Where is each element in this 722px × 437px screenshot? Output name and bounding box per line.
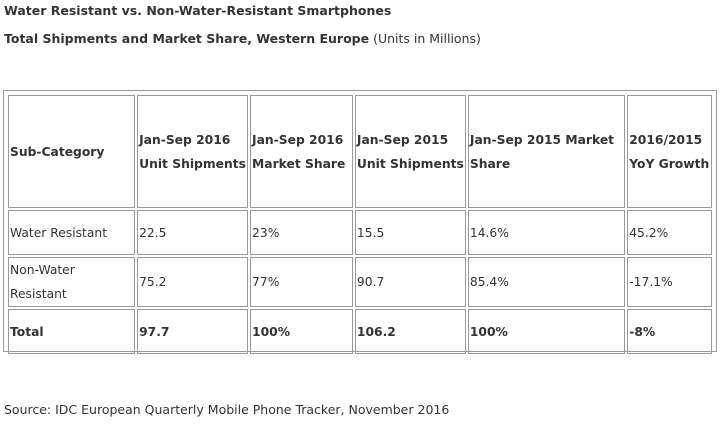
header-cell: Jan-Sep 2016 Unit Shipments: [137, 95, 249, 208]
table-row: Non-Water Resistant 75.2 77% 90.7 85.4% …: [8, 257, 712, 307]
header-cell: Sub-Category: [8, 95, 136, 208]
header-cell: 2016/2015 YoY Growth: [627, 95, 712, 208]
total-cell: 100%: [467, 309, 626, 354]
table-row: Water Resistant 22.5 23% 15.5 14.6% 45.2…: [8, 210, 712, 255]
shipments-table-frame: Sub-Category Jan-Sep 2016 Unit Shipments…: [3, 90, 717, 354]
table-cell: 45.2%: [627, 210, 712, 255]
header-cell: Jan-Sep 2016 Market Share: [250, 95, 353, 208]
total-cell: 100%: [250, 309, 353, 354]
table-cell: 77%: [250, 257, 353, 307]
subtitle: Total Shipments and Market Share, Wester…: [4, 31, 481, 46]
table-cell: 75.2: [137, 257, 249, 307]
total-cell: 97.7: [137, 309, 249, 354]
total-cell: 106.2: [354, 309, 466, 354]
table-cell: 14.6%: [467, 210, 626, 255]
table-cell: -17.1%: [627, 257, 712, 307]
header-cell: Jan-Sep 2015 Unit Shipments: [354, 95, 466, 208]
table-cell: 90.7: [354, 257, 466, 307]
total-cell: Total: [8, 309, 136, 354]
page-title: Water Resistant vs. Non-Water-Resistant …: [4, 3, 392, 18]
table-header-row: Sub-Category Jan-Sep 2016 Unit Shipments…: [8, 95, 712, 208]
table-cell: Water Resistant: [8, 210, 136, 255]
table-total-row: Total 97.7 100% 106.2 100% -8%: [8, 309, 712, 354]
subtitle-units: (Units in Millions): [369, 31, 481, 46]
table-cell: 15.5: [354, 210, 466, 255]
table-cell: 85.4%: [467, 257, 626, 307]
total-cell: -8%: [627, 309, 712, 354]
table-cell: Non-Water Resistant: [8, 257, 136, 307]
table-cell: 22.5: [137, 210, 249, 255]
shipments-table: Sub-Category Jan-Sep 2016 Unit Shipments…: [6, 93, 714, 356]
subtitle-main: Total Shipments and Market Share, Wester…: [4, 31, 370, 46]
header-cell: Jan-Sep 2015 Market Share: [467, 95, 626, 208]
table-cell: 23%: [250, 210, 353, 255]
source-note: Source: IDC European Quarterly Mobile Ph…: [4, 402, 450, 417]
